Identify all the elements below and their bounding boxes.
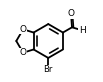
- Text: O: O: [20, 25, 27, 34]
- Text: H: H: [79, 26, 86, 35]
- Text: O: O: [20, 48, 27, 57]
- Text: O: O: [68, 10, 75, 19]
- Text: Br: Br: [44, 65, 53, 74]
